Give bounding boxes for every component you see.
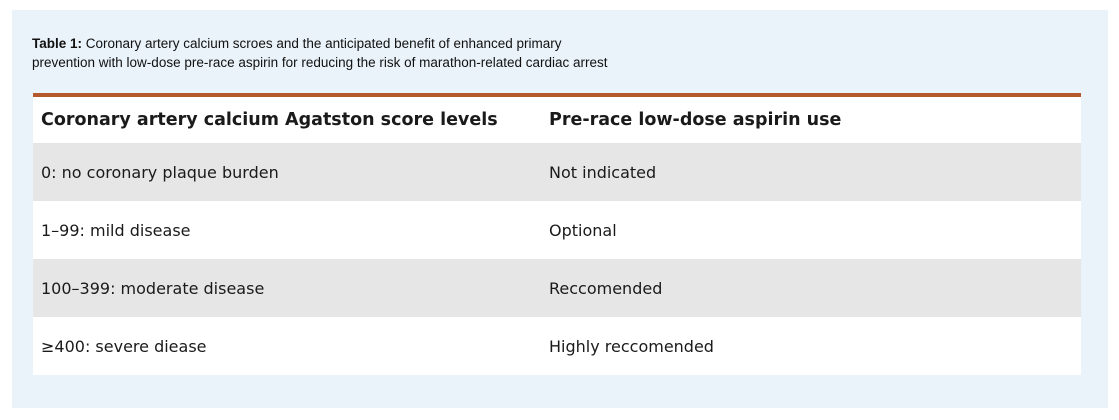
caption-text: Coronary artery calcium scroes and the a… <box>82 36 562 51</box>
table-row: ≥400: severe diease Highly reccomended <box>33 317 1081 375</box>
score-level-cell: 1–99: mild disease <box>33 201 541 259</box>
table-caption: Table 1: Coronary artery calcium scroes … <box>32 34 1032 72</box>
table-header-row: Coronary artery calcium Agatston score l… <box>33 95 1081 143</box>
calcium-score-table: Coronary artery calcium Agatston score l… <box>33 93 1081 375</box>
caption-text-line2: prevention with low-dose pre-race aspiri… <box>32 55 608 70</box>
aspirin-use-cell: Highly reccomended <box>541 317 1081 375</box>
aspirin-use-cell: Optional <box>541 201 1081 259</box>
column-header-score-levels: Coronary artery calcium Agatston score l… <box>33 95 541 143</box>
column-header-aspirin-use: Pre-race low-dose aspirin use <box>541 95 1081 143</box>
table-row: 0: no coronary plaque burden Not indicat… <box>33 143 1081 201</box>
table-row: 100–399: moderate disease Reccomended <box>33 259 1081 317</box>
table-row: 1–99: mild disease Optional <box>33 201 1081 259</box>
score-level-cell: 0: no coronary plaque burden <box>33 143 541 201</box>
aspirin-use-cell: Not indicated <box>541 143 1081 201</box>
score-level-cell: 100–399: moderate disease <box>33 259 541 317</box>
caption-label: Table 1: <box>32 36 83 51</box>
aspirin-use-cell: Reccomended <box>541 259 1081 317</box>
table-panel: Table 1: Coronary artery calcium scroes … <box>12 10 1108 408</box>
score-level-cell: ≥400: severe diease <box>33 317 541 375</box>
